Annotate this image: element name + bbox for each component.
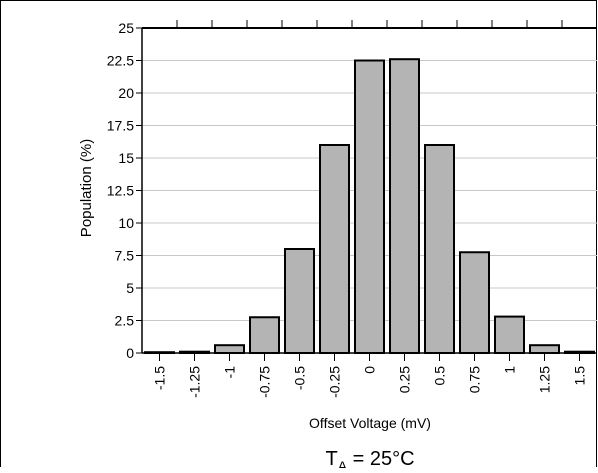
- x-tick-label: -1.25: [187, 366, 203, 398]
- x-tick-label: -0.25: [327, 366, 343, 398]
- x-tick-label: 0: [362, 366, 378, 374]
- y-tick-label: 22.5: [107, 53, 134, 69]
- bar: [354, 59, 385, 354]
- condition-label: TA = 25°C: [325, 448, 414, 468]
- y-tick-label: 15: [118, 150, 134, 166]
- condition-main: T: [325, 448, 337, 468]
- x-tick-label: -0.5: [292, 366, 308, 390]
- x-tick-label: -1.5: [152, 366, 168, 390]
- x-tick-label: 0.75: [467, 366, 483, 393]
- bars: [144, 58, 595, 355]
- x-tick-label: 1.25: [537, 366, 553, 393]
- bar: [494, 315, 525, 355]
- condition-subscript: A: [338, 458, 348, 468]
- y-tick-label: 12.5: [107, 183, 134, 199]
- x-tick-label: 0.25: [397, 366, 413, 393]
- y-tick-label: 0: [126, 345, 134, 361]
- x-tick-label: 1: [502, 366, 518, 374]
- x-axis-label: Offset Voltage (mV): [309, 415, 431, 431]
- y-tick-label: 17.5: [107, 118, 134, 134]
- y-tick-label: 5: [126, 280, 134, 296]
- y-tick-labels: 0 2.5 5 7.5 10 12.5 15 17.5 20 22.5 25: [107, 20, 134, 361]
- x-tick-label: -1: [222, 366, 238, 379]
- bar: [459, 251, 490, 354]
- bar: [284, 248, 315, 354]
- x-tick-label: -0.75: [257, 366, 273, 398]
- bar: [214, 344, 245, 355]
- bar: [319, 144, 350, 354]
- y-axis-label: Population (%): [78, 139, 95, 237]
- bar: [529, 344, 560, 355]
- bar: [389, 58, 420, 354]
- condition-suffix: = 25°C: [347, 448, 414, 468]
- x-tick-label: 0.5: [432, 366, 448, 386]
- y-tick-label: 20: [118, 85, 134, 101]
- y-tick-label: 10: [118, 215, 134, 231]
- x-tick-labels: -1.5 -1.25 -1 -0.75 -0.5 -0.25 0 0.25 0.5 0.75 1 1.…: [152, 366, 588, 398]
- y-tick-label: 7.5: [115, 248, 135, 264]
- axes: [136, 20, 597, 361]
- y-tick-label: 25: [118, 20, 134, 36]
- bar: [424, 144, 455, 354]
- x-tick-label: 1.5: [572, 366, 588, 386]
- bar: [249, 316, 280, 354]
- y-tick-label: 2.5: [115, 313, 135, 329]
